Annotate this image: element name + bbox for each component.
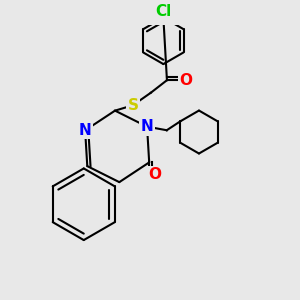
- Text: Cl: Cl: [155, 4, 172, 19]
- Text: N: N: [141, 119, 153, 134]
- Text: N: N: [79, 123, 92, 138]
- Text: S: S: [128, 98, 138, 113]
- Text: O: O: [179, 73, 192, 88]
- Text: O: O: [148, 167, 161, 182]
